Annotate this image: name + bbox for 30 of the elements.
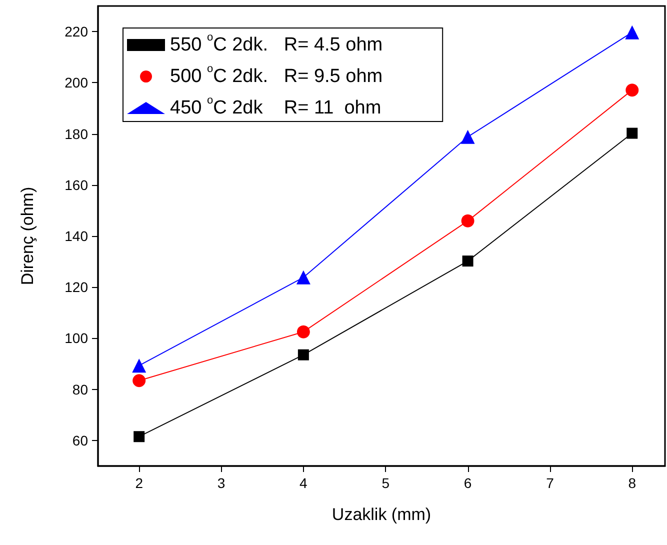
point [296, 270, 310, 284]
point [298, 349, 309, 360]
y-tick-label: 100 [64, 330, 88, 346]
point [296, 325, 310, 338]
y-tick-label: 60 [72, 432, 88, 448]
x-tick-label: 8 [628, 475, 636, 491]
point [626, 84, 639, 97]
x-tick-label: 6 [464, 475, 472, 491]
point [461, 214, 474, 228]
x-tick-label: 2 [135, 475, 144, 491]
y-tick-label: 160 [64, 176, 88, 193]
y-tick-label: 200 [64, 74, 88, 91]
point [625, 25, 640, 40]
point [626, 128, 638, 139]
point [134, 431, 145, 442]
y-tick-label: 220 [64, 24, 88, 40]
point [132, 374, 146, 388]
x-tick-label: 5 [382, 475, 390, 491]
x-tick-label: 3 [217, 475, 226, 491]
y-tick-label: 80 [72, 381, 88, 398]
point [132, 358, 146, 373]
y-tick-label: 180 [64, 126, 88, 142]
y-tick-label: 140 [64, 228, 88, 244]
x-axis-title: Uzaklik (mm) [332, 505, 432, 524]
x-tick-label: 7 [546, 475, 554, 491]
point [460, 130, 475, 144]
y-tick-label: 120 [64, 279, 88, 296]
point [462, 256, 474, 267]
y-axis-title: Direnç (ohm) [18, 186, 37, 286]
x-tick-label: 4 [300, 475, 308, 491]
